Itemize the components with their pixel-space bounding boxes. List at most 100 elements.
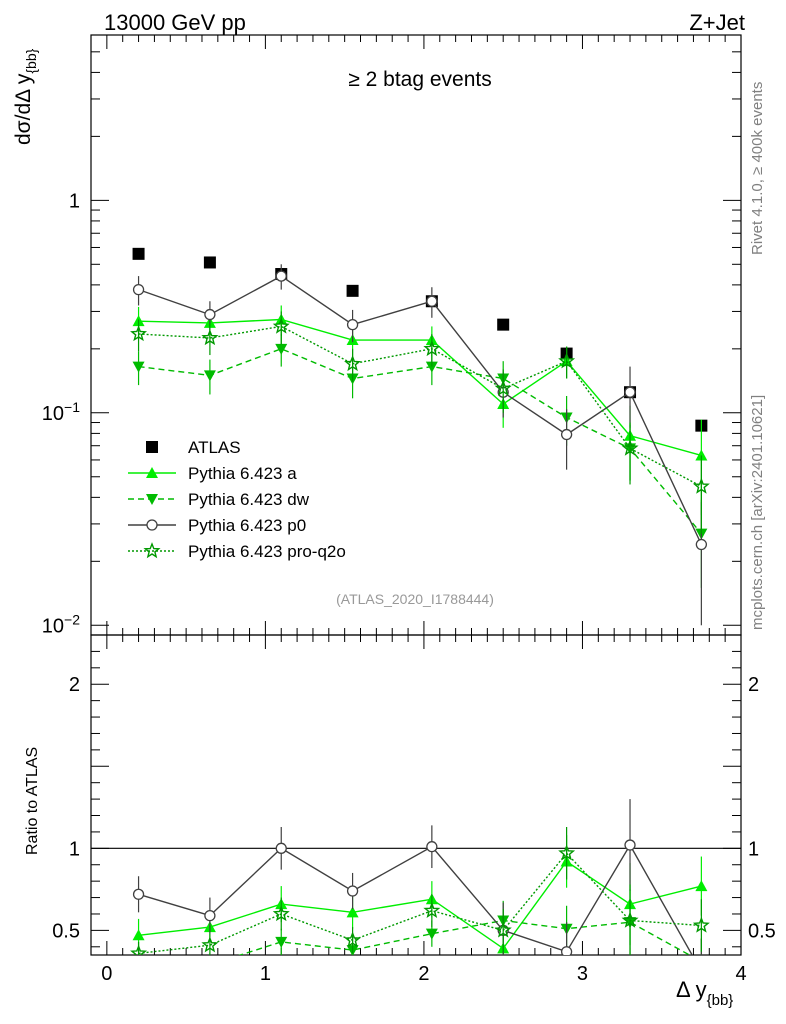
point-pythia-6-423-dw [203, 370, 216, 382]
point-pythia-6-423-pro-q2o [692, 477, 710, 494]
point-pythia-6-423-pro-q2o [423, 339, 441, 357]
ylabel-main: dσ/dΔ y{bb} [12, 48, 39, 145]
ratio-point-pythia-6-423-pro-q2o [558, 844, 576, 861]
point-pythia-6-423-pro-q2o [130, 325, 148, 342]
x-tick-label: 4 [735, 963, 746, 985]
series-line-pythia-6-423-pro-q2o [138, 325, 702, 488]
point-atlas [132, 247, 145, 260]
ratio-point-pythia-6-423-pro-q2o [692, 916, 710, 933]
point-pythia-6-423-pro-q2o [558, 352, 576, 369]
point-pythia-6-423-pro-q2o [344, 354, 362, 372]
y-tick-label: 1 [69, 190, 80, 212]
header-right: Z+Jet [689, 10, 745, 35]
point-pythia-6-423-p0 [624, 386, 636, 398]
ratio-point-pythia-6-423-dw [204, 960, 216, 971]
ratio-point-pythia-6-423-a [695, 880, 708, 892]
chart-title: ≥ 2 btag events [348, 68, 491, 91]
series-main [130, 247, 710, 626]
y-tick-label: 10−2 [42, 611, 80, 637]
ratio-point-pythia-6-423-dw [275, 936, 288, 948]
ratio-point-pythia-6-423-p0 [560, 946, 573, 955]
point-pythia-6-423-p0 [695, 538, 708, 551]
ratio-line-pythia-6-423-p0 [138, 843, 693, 955]
legend-marker-pythia-6-423-pro-q2o [143, 542, 161, 559]
legend-marker-pythia-6-423-dw [146, 494, 158, 505]
point-pythia-6-423-dw [275, 343, 288, 355]
ratio-point-pythia-6-423-a [346, 906, 359, 918]
ratio-line-pythia-6-423-a [138, 860, 702, 950]
ratio-point-pythia-6-423-p0 [275, 842, 287, 854]
y-tick-label: 10−1 [42, 399, 80, 425]
point-pythia-6-423-pro-q2o [201, 329, 219, 346]
y-ratio-tick-label: 1 [69, 838, 80, 860]
point-pythia-6-423-p0 [560, 428, 573, 441]
point-atlas [203, 256, 216, 269]
ylabel-main-sub: {bb} [23, 48, 39, 73]
ratio-point-pythia-6-423-dw [695, 957, 707, 968]
x-tick-label: 0 [101, 963, 112, 985]
ratio-point-pythia-6-423-a [132, 929, 145, 941]
legend-label-pythia-6-423-p0: Pythia 6.423 p0 [188, 516, 306, 535]
ratio-line-pythia-6-423-dw [238, 919, 691, 955]
ratio-point-pythia-6-423-p0 [426, 841, 438, 853]
y-ratio-tick-label-right: 0.5 [748, 920, 776, 942]
x-tick-label: 3 [577, 963, 588, 985]
ylabel-ratio: Ratio to ATLAS [24, 747, 41, 855]
point-atlas [346, 284, 359, 297]
series-line-pythia-6-423-a [138, 318, 702, 457]
ratio-panel-frame [90, 634, 742, 956]
svg-text:dσ/dΔ y{bb}: dσ/dΔ y{bb} [12, 48, 39, 145]
header-left: 13000 GeV pp [104, 10, 246, 35]
xlabel-text: Δ y [676, 977, 707, 1002]
ratio-point-pythia-6-423-pro-q2o [423, 901, 441, 919]
ylabel-main-text: dσ/dΔ y [12, 73, 35, 145]
ratio-point-pythia-6-423-dw [133, 960, 145, 971]
legend-label-pythia-6-423-dw: Pythia 6.423 dw [188, 490, 310, 509]
ratio-point-pythia-6-423-pro-q2o [621, 911, 639, 928]
point-atlas [497, 318, 510, 331]
legend-label-pythia-6-423-a: Pythia 6.423 a [188, 464, 297, 483]
point-pythia-6-423-dw [132, 361, 145, 373]
point-pythia-6-423-pro-q2o [621, 439, 639, 456]
axes: 0 1 2 3 4 1 10−1 10−2 0.5 0.5 1 1 2 2 [42, 34, 776, 985]
point-pythia-6-423-pro-q2o [494, 379, 512, 396]
legend-label-pythia-6-423-pro-q2o: Pythia 6.423 pro-q2o [188, 542, 346, 561]
ratio-point-pythia-6-423-pro-q2o [272, 905, 290, 922]
x-tick-label: 1 [260, 963, 271, 985]
ratio-point-pythia-6-423-p0 [624, 839, 636, 851]
ratio-point-pythia-6-423-dw [425, 928, 438, 940]
y-ratio-tick-label: 2 [69, 674, 80, 696]
ratio-point-pythia-6-423-p0 [696, 966, 706, 976]
xlabel-sub: {bb} [707, 992, 734, 1009]
legend-label-atlas: ATLAS [188, 438, 241, 457]
ratio-point-pythia-6-423-pro-q2o [344, 931, 362, 948]
ratio-point-pythia-6-423-p0 [204, 909, 216, 922]
point-pythia-6-423-p0 [204, 308, 216, 321]
ratio-point-pythia-6-423-p0 [346, 885, 359, 897]
analysis-id: (ATLAS_2020_I1788444) [336, 591, 494, 607]
point-pythia-6-423-dw [425, 361, 438, 373]
ratio-line-pythia-6-423-pro-q2o [138, 852, 702, 955]
point-pythia-6-423-p0 [275, 270, 287, 282]
x-tick-label: 2 [418, 963, 429, 985]
y-ratio-tick-label: 0.5 [52, 920, 80, 942]
legend-marker-atlas [146, 441, 158, 453]
point-pythia-6-423-pro-q2o [272, 317, 290, 334]
legend-marker-pythia-6-423-p0 [146, 519, 158, 531]
ratio-point-pythia-6-423-pro-q2o [494, 921, 512, 938]
ratio-point-pythia-6-423-p0 [132, 888, 145, 900]
series-ratio [130, 799, 710, 976]
legend: ATLAS Pythia 6.423 a Pythia 6.423 dw Pythia… [128, 438, 346, 561]
side-text-top: Rivet 4.1.0, ≥ 400k events [749, 82, 766, 255]
point-pythia-6-423-p0 [132, 283, 145, 296]
side-text-bottom: mcplots.cern.ch [arXiv:2401.10621] [749, 395, 766, 630]
ratio-point-pythia-6-423-pro-q2o [130, 944, 148, 955]
point-pythia-6-423-p0 [346, 318, 359, 331]
legend-marker-pythia-6-423-a [146, 467, 158, 478]
ratio-point-pythia-6-423-pro-q2o [201, 936, 219, 953]
y-ratio-tick-label-right: 2 [748, 674, 759, 696]
point-pythia-6-423-p0 [426, 295, 438, 307]
point-pythia-6-423-a [695, 449, 708, 461]
xlabel: Δ y{bb} [676, 977, 733, 1009]
